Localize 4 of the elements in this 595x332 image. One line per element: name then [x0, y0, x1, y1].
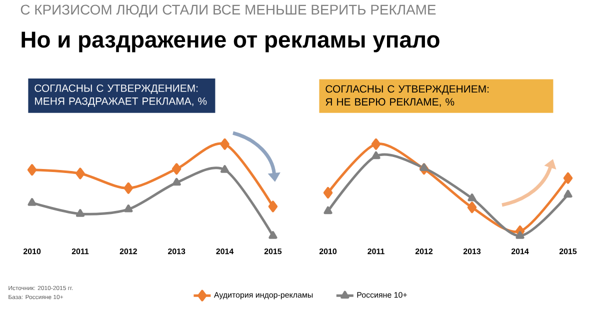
text: Но и раздражение от рекламы упало [22, 32, 440, 52]
text: С КРИЗИСОМ ЛЮДИ СТАЛИ ВСЕ МЕНЬШЕ ВЕРИТЬ РЕКЛАМЕ [20, 4, 436, 18]
chart-title: СОГЛАСНЫ С УТВЕРЖДЕНИЕМ: МЕНЯ РАЗДРАЖАЕТ РЕКЛАМА, % [34, 84, 207, 107]
chart-title: СОГЛАСНЫ С УТВЕРЖДЕНИЕМ: Я НЕ ВЕРЮ РЕКЛАМЕ, % [326, 85, 489, 107]
